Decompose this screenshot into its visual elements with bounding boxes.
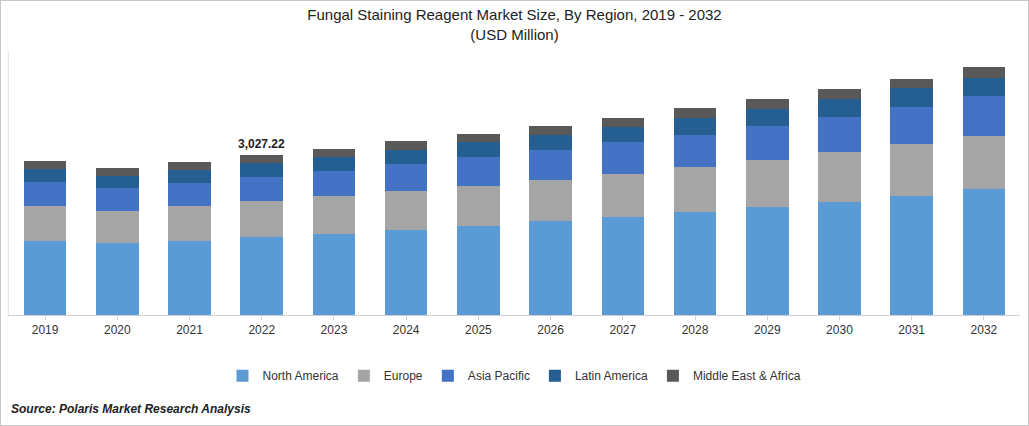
svg-text:2026: 2026 <box>537 323 564 337</box>
svg-text:2030: 2030 <box>826 323 853 337</box>
svg-text:2027: 2027 <box>609 323 636 337</box>
svg-text:2024: 2024 <box>393 323 420 337</box>
svg-text:2021: 2021 <box>176 323 203 337</box>
svg-text:3,027.22: 3,027.22 <box>238 137 285 151</box>
svg-text:2023: 2023 <box>321 323 348 337</box>
svg-text:Source: Polaris Market Researc: Source: Polaris Market Research Analysis <box>11 402 251 416</box>
svg-text:North America: North America <box>263 369 339 383</box>
svg-text:Fungal Staining Reagent Market: Fungal Staining Reagent Market Size, By … <box>307 6 721 43</box>
svg-text:2020: 2020 <box>104 323 131 337</box>
svg-text:2019: 2019 <box>32 323 59 337</box>
svg-text:Asia Pacific: Asia Pacific <box>468 369 530 383</box>
svg-text:2025: 2025 <box>465 323 492 337</box>
svg-text:Middle East & Africa: Middle East & Africa <box>693 369 801 383</box>
svg-text:2028: 2028 <box>682 323 709 337</box>
svg-text:Latin America: Latin America <box>575 369 648 383</box>
svg-text:2022: 2022 <box>248 323 275 337</box>
svg-text:2029: 2029 <box>754 323 781 337</box>
svg-text:2031: 2031 <box>898 323 925 337</box>
svg-text:Europe: Europe <box>384 369 423 383</box>
svg-text:2032: 2032 <box>971 323 998 337</box>
